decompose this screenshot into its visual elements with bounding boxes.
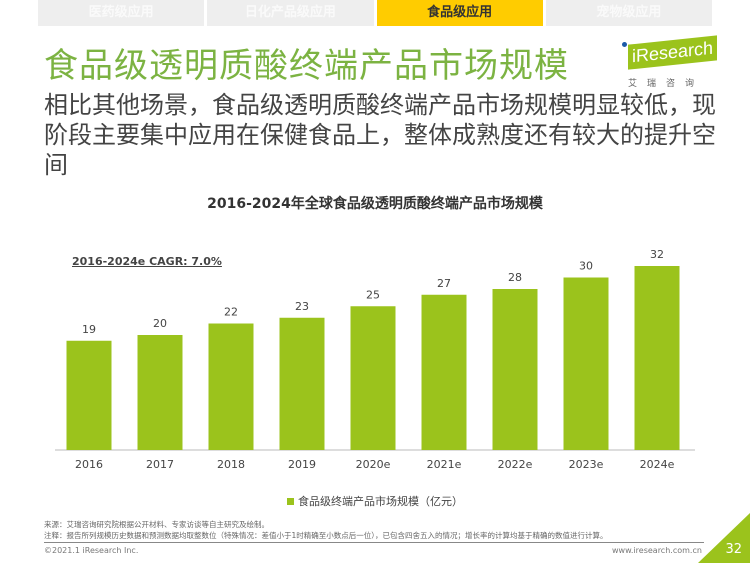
- corner-decoration: [698, 513, 750, 563]
- section-tabs: 医药级应用 日化产品级应用 食品级应用 宠物级应用: [38, 0, 712, 26]
- data-label-2018: 22: [224, 306, 238, 319]
- x-tick-2024e: 2024e: [640, 458, 675, 471]
- x-tick-2020e: 2020e: [356, 458, 391, 471]
- tab-pet[interactable]: 宠物级应用: [545, 0, 712, 26]
- x-tick-2023e: 2023e: [569, 458, 604, 471]
- data-label-2020e: 25: [366, 288, 380, 301]
- bar-2022e: [492, 289, 538, 450]
- tab-food[interactable]: 食品级应用: [376, 0, 543, 26]
- data-label-2016: 19: [82, 323, 96, 336]
- x-tick-2016: 2016: [75, 458, 103, 471]
- website-link[interactable]: www.iresearch.com.cn: [612, 546, 702, 555]
- data-label-2022e: 28: [508, 271, 522, 284]
- x-tick-2022e: 2022e: [498, 458, 533, 471]
- data-label-2017: 20: [153, 317, 167, 330]
- tab-daily-chemical[interactable]: 日化产品级应用: [207, 0, 374, 26]
- legend: 食品级终端产品市场规模（亿元）: [0, 493, 750, 509]
- tab-pharma[interactable]: 医药级应用: [38, 0, 205, 26]
- legend-swatch: [287, 498, 294, 505]
- bar-2016: [66, 340, 112, 450]
- bar-2024e: [634, 266, 680, 450]
- page-title: 食品级透明质酸终端产品市场规模: [44, 46, 569, 86]
- footnotes: 来源：艾瑞咨询研究院根据公开材料、专家访谈等自主研究及绘制。 注释：报告所列规模…: [44, 519, 608, 541]
- x-tick-2019: 2019: [288, 458, 316, 471]
- page-number: 32: [725, 542, 742, 557]
- copyright: ©2021.1 iResearch Inc.: [44, 546, 139, 555]
- bar-2021e: [421, 294, 467, 450]
- x-tick-2017: 2017: [146, 458, 174, 471]
- bar-2023e: [563, 277, 609, 450]
- cagr-annotation: 2016-2024e CAGR: 7.0%: [72, 255, 222, 268]
- data-label-2023e: 30: [579, 260, 593, 273]
- footer-divider: [44, 542, 704, 543]
- subtitle: 相比其他场景，食品级透明质酸终端产品市场规模明显较低，现阶段主要集中应用在保健食…: [44, 91, 716, 179]
- bar-2017: [137, 335, 183, 450]
- source-note: 来源：艾瑞咨询研究院根据公开材料、专家访谈等自主研究及绘制。: [44, 520, 269, 529]
- x-tick-2018: 2018: [217, 458, 245, 471]
- data-label-2024e: 32: [650, 248, 664, 261]
- bar-2019: [279, 317, 325, 450]
- remark-note: 注释：报告所列规模历史数据和预测数据均取整数位（特殊情况：差值小于1时精确至小数…: [44, 531, 608, 540]
- bar-2018: [208, 323, 254, 450]
- iresearch-logo: iResearch 艾瑞咨询: [620, 35, 718, 89]
- data-label-2021e: 27: [437, 277, 451, 290]
- data-label-2019: 23: [295, 300, 309, 313]
- bar-2020e: [350, 306, 396, 450]
- x-tick-2021e: 2021e: [427, 458, 462, 471]
- chart-title: 2016-2024年全球食品级透明质酸终端产品市场规模: [207, 196, 543, 212]
